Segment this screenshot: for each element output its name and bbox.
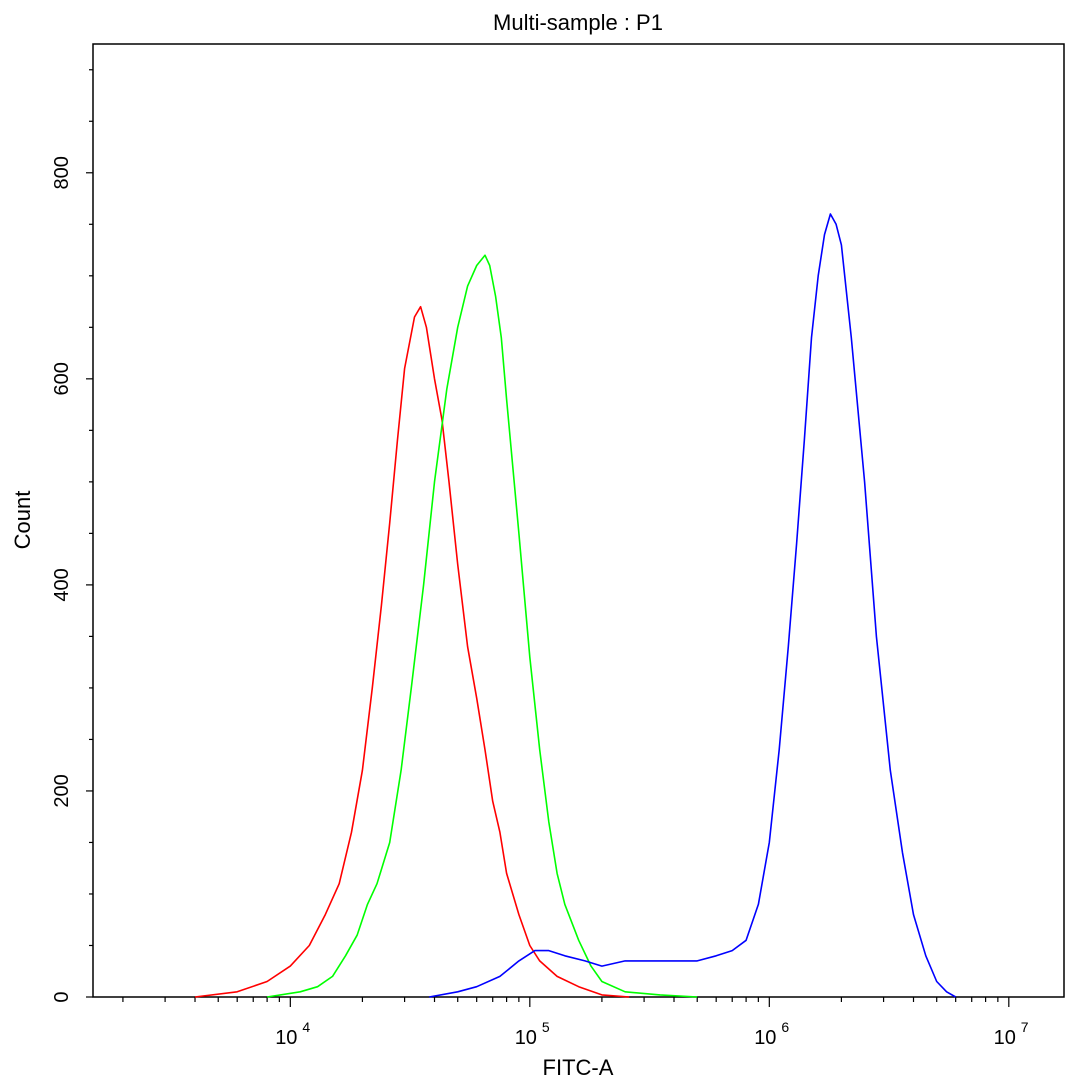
x-tick-label: 10 [754, 1027, 776, 1049]
plot-border [92, 43, 1065, 998]
y-tick-label: 400 [51, 568, 73, 601]
x-tick-exponent: 6 [781, 1019, 789, 1035]
chart-title: Multi-sample : P1 [493, 10, 663, 35]
x-tick-exponent: 4 [302, 1019, 310, 1035]
series-layer [194, 213, 957, 998]
series-line-1 [194, 305, 630, 998]
y-axis-label: Count [10, 491, 35, 550]
y-tick-label: 800 [51, 156, 73, 189]
series-line-2 [266, 254, 698, 998]
x-tick-label: 10 [275, 1027, 297, 1049]
y-tick-label: 200 [51, 774, 73, 807]
x-tick-exponent: 7 [1021, 1019, 1029, 1035]
x-tick-label: 10 [994, 1027, 1016, 1049]
x-axis-label: FITC-A [543, 1055, 614, 1080]
x-axis: 10 4 10 5 10 6 10 7 [122, 997, 1029, 1049]
y-axis: 0 200 400 600 800 [51, 69, 93, 1003]
y-tick-label: 0 [51, 991, 73, 1002]
x-tick-label: 10 [515, 1027, 537, 1049]
plot-area [92, 43, 1065, 998]
y-tick-label: 600 [51, 362, 73, 395]
x-tick-exponent: 5 [542, 1019, 550, 1035]
series-line-3 [429, 213, 957, 998]
